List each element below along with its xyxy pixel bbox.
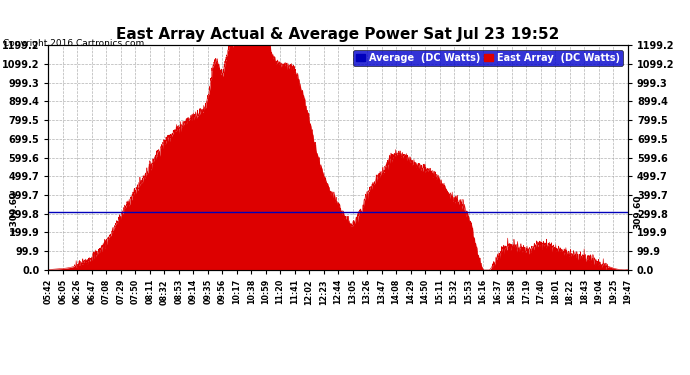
Text: Copyright 2016 Cartronics.com: Copyright 2016 Cartronics.com [3,39,145,48]
Text: 309.60: 309.60 [633,195,642,229]
Legend: Average  (DC Watts), East Array  (DC Watts): Average (DC Watts), East Array (DC Watts… [353,50,623,66]
Title: East Array Actual & Average Power Sat Jul 23 19:52: East Array Actual & Average Power Sat Ju… [117,27,560,42]
Text: +309.60: +309.60 [9,191,18,233]
